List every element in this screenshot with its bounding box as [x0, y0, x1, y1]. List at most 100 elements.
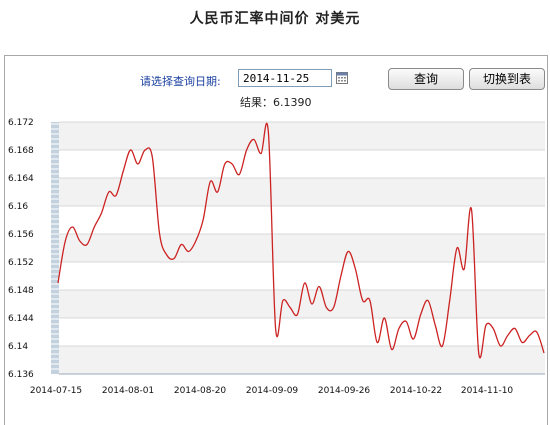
- grid-band: [59, 206, 545, 234]
- y-tick-label: 6.168: [8, 146, 34, 156]
- data-point: [427, 300, 429, 302]
- data-point: [333, 307, 335, 309]
- y-tick-label: 6.136: [8, 370, 34, 380]
- grid-band: [59, 234, 545, 262]
- data-point: [202, 219, 204, 221]
- data-point: [463, 268, 465, 270]
- x-tick-label: 2014-10-22: [390, 386, 442, 396]
- data-point: [151, 156, 153, 158]
- data-point: [362, 300, 364, 302]
- data-point: [514, 328, 516, 330]
- result-text: 结果：6.1390: [240, 94, 312, 110]
- y-tick-label: 6.14: [8, 342, 28, 352]
- data-point: [86, 244, 88, 246]
- data-point: [398, 328, 400, 330]
- data-point: [101, 212, 103, 214]
- data-point: [260, 153, 262, 155]
- data-point: [238, 174, 240, 176]
- data-point: [166, 254, 168, 256]
- y-tick-label: 6.172: [8, 118, 34, 128]
- y-tick-label: 6.16: [8, 202, 28, 212]
- data-point: [434, 324, 436, 326]
- data-point: [318, 286, 320, 288]
- grid-band: [59, 262, 545, 290]
- data-point: [478, 352, 480, 354]
- data-point: [144, 149, 146, 151]
- y-tick-label: 6.164: [8, 174, 34, 184]
- date-input[interactable]: 2014-11-25: [238, 69, 332, 87]
- data-point: [471, 209, 473, 211]
- page-title: 人民币汇率中间价 对美元: [189, 11, 361, 27]
- data-point: [282, 300, 284, 302]
- data-point: [376, 342, 378, 344]
- x-tick-label: 2014-08-01: [102, 386, 154, 396]
- y-tick-label: 6.156: [8, 230, 34, 240]
- y-tick-label: 6.144: [8, 314, 34, 324]
- data-point: [159, 233, 161, 235]
- grid-band: [59, 318, 545, 346]
- data-point: [420, 314, 422, 316]
- data-point: [137, 163, 139, 165]
- data-point: [369, 300, 371, 302]
- data-point: [536, 331, 538, 333]
- data-point: [347, 251, 349, 253]
- y-axis-strip: [51, 122, 59, 374]
- data-point: [325, 307, 327, 309]
- data-point: [405, 321, 407, 323]
- data-point: [93, 226, 95, 228]
- y-tick-label: 6.152: [8, 258, 34, 268]
- data-point: [391, 349, 393, 351]
- data-point: [311, 303, 313, 305]
- data-point: [485, 324, 487, 326]
- query-button[interactable]: 查询: [388, 68, 464, 90]
- data-point: [449, 300, 451, 302]
- data-point: [412, 338, 414, 340]
- data-point: [441, 345, 443, 347]
- grid-band: [59, 122, 545, 150]
- data-point: [543, 352, 545, 354]
- data-point: [304, 282, 306, 284]
- data-point: [289, 307, 291, 309]
- data-point: [108, 191, 110, 193]
- result-value: 6.1390: [273, 96, 312, 109]
- data-point: [115, 195, 117, 197]
- data-point: [195, 240, 197, 242]
- data-point: [275, 328, 277, 330]
- data-point: [72, 226, 74, 228]
- calendar-icon[interactable]: [336, 72, 348, 84]
- data-point: [231, 163, 233, 165]
- data-point: [173, 258, 175, 260]
- data-point: [354, 268, 356, 270]
- grid-band: [59, 150, 545, 178]
- result-label: 结果：: [240, 96, 273, 109]
- data-point: [521, 342, 523, 344]
- data-point: [64, 240, 66, 242]
- data-point: [383, 317, 385, 319]
- y-tick-label: 6.148: [8, 286, 34, 296]
- grid-band: [59, 346, 545, 374]
- data-point: [188, 251, 190, 253]
- series-line: [57, 122, 545, 359]
- data-point: [224, 163, 226, 165]
- data-point: [492, 328, 494, 330]
- data-point: [253, 139, 255, 141]
- data-point: [57, 282, 59, 284]
- data-point: [500, 345, 502, 347]
- data-point: [180, 244, 182, 246]
- data-point: [130, 149, 132, 151]
- data-point: [79, 240, 81, 242]
- data-point: [340, 275, 342, 277]
- switch-to-table-button[interactable]: 切换到表: [469, 68, 545, 90]
- data-point: [217, 191, 219, 193]
- data-point: [296, 314, 298, 316]
- data-point: [246, 149, 248, 151]
- data-point: [456, 247, 458, 249]
- data-point: [529, 335, 531, 337]
- x-tick-label: 2014-07-15: [30, 386, 82, 396]
- x-tick-label: 2014-08-20: [174, 386, 227, 396]
- grid-band: [59, 178, 545, 206]
- query-date-label: 请选择查询日期:: [140, 75, 221, 88]
- x-tick-label: 2014-09-09: [246, 386, 299, 396]
- x-tick-label: 2014-11-10: [461, 386, 514, 396]
